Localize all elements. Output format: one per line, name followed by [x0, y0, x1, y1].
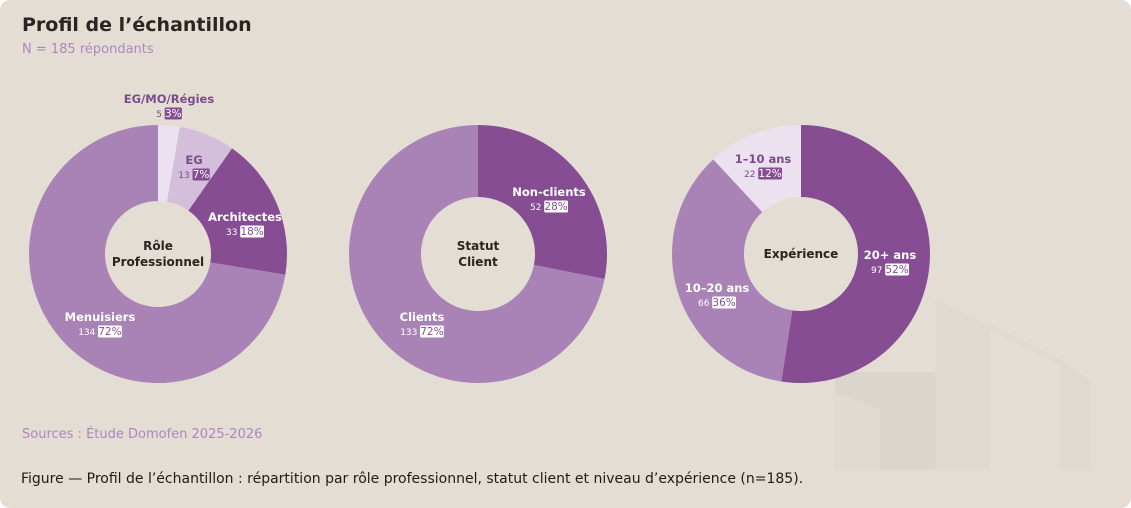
slice-architectes	[188, 148, 287, 275]
slice-name: EG	[185, 153, 202, 167]
percent-badge	[758, 167, 782, 180]
slice-count: 97	[871, 266, 882, 276]
percent-badge	[544, 200, 568, 213]
slice-label-10-20-ans: 10–20 ans 66 36%	[685, 281, 750, 309]
slice-name: 10–20 ans	[685, 281, 750, 295]
slice-count: 22	[744, 170, 755, 180]
slice-percent: 7%	[193, 169, 210, 181]
slice-label-clients: Clients 133 72%	[400, 310, 445, 338]
slice-percent: 28%	[544, 201, 567, 213]
percent-badge	[192, 168, 210, 181]
slice-percent: 52%	[885, 264, 908, 276]
slice-percent: 18%	[240, 226, 263, 238]
percent-badge	[885, 263, 909, 276]
slice-name: Non-clients	[512, 185, 586, 199]
center-label: Professionnel	[112, 255, 204, 269]
slice-clients	[348, 125, 605, 383]
percent-badge	[98, 325, 122, 338]
slice-1-10-ans	[713, 125, 801, 213]
chart-subtitle: N = 185 répondants	[22, 42, 154, 57]
slice-non-clients	[478, 125, 607, 280]
donut-chart-3: Expérience 20+ ans 97 52% 10–20 ans 66 36% 1–10…	[671, 125, 931, 383]
slice-label-eg-mo-regies: EG/MO/Régies 5 3%	[124, 92, 215, 120]
center-label: Expérience	[764, 247, 839, 261]
slice-10-20-ans	[671, 159, 793, 382]
slice-percent: 72%	[98, 326, 121, 338]
slice-name: Menuisiers	[65, 310, 136, 324]
chart-title: Profil de l’échantillon	[22, 14, 252, 36]
percent-badge	[240, 225, 264, 238]
figure-caption: Figure — Profil de l’échantillon : répar…	[21, 471, 804, 487]
slice-count: 52	[530, 203, 541, 213]
center-label: Client	[458, 255, 498, 269]
slice-name: 1–10 ans	[735, 152, 792, 166]
slice-label-menuisiers: Menuisiers 134 72%	[65, 310, 136, 338]
slice-percent: 72%	[420, 326, 443, 338]
slice-name: Clients	[400, 310, 445, 324]
donut-chart-2: Statut Client Non-clients 52 28% Clients 133 72…	[348, 125, 607, 383]
center-label: Rôle	[143, 239, 173, 253]
percent-badge	[164, 107, 182, 120]
slice-name: EG/MO/Régies	[124, 92, 215, 106]
slice-percent: 12%	[758, 168, 781, 180]
slice-label-eg: EG 13 7%	[178, 153, 210, 181]
slice-count: 66	[698, 299, 710, 309]
donut-chart-1: Rôle Professionnel EG/MO/Régies 5 3% EG 13 7% Ar…	[29, 92, 287, 384]
slice-20-ans	[781, 125, 931, 383]
center-label: Statut	[457, 239, 500, 253]
sources-note: Sources : Étude Domofen 2025-2026	[22, 427, 263, 442]
slice-label-non-clients: Non-clients 52 28%	[512, 185, 586, 213]
slice-label-20-ans: 20+ ans 97 52%	[864, 248, 917, 276]
percent-badge	[712, 296, 736, 309]
slice-count: 13	[178, 171, 189, 181]
percent-badge	[420, 325, 444, 338]
slice-count: 33	[226, 228, 237, 238]
slice-count: 133	[400, 328, 417, 338]
slice-percent: 3%	[165, 108, 182, 120]
slice-count: 134	[78, 328, 95, 338]
slice-name: 20+ ans	[864, 248, 917, 262]
slice-count: 5	[156, 110, 162, 120]
slice-menuisiers	[29, 125, 286, 384]
slice-label-architectes: Architectes 33 18%	[208, 210, 282, 238]
slice-eg-mo-regies	[158, 125, 180, 202]
slice-label-1-10-ans: 1–10 ans 22 12%	[735, 152, 792, 180]
slice-name: Architectes	[208, 210, 282, 224]
slice-percent: 36%	[712, 297, 735, 309]
